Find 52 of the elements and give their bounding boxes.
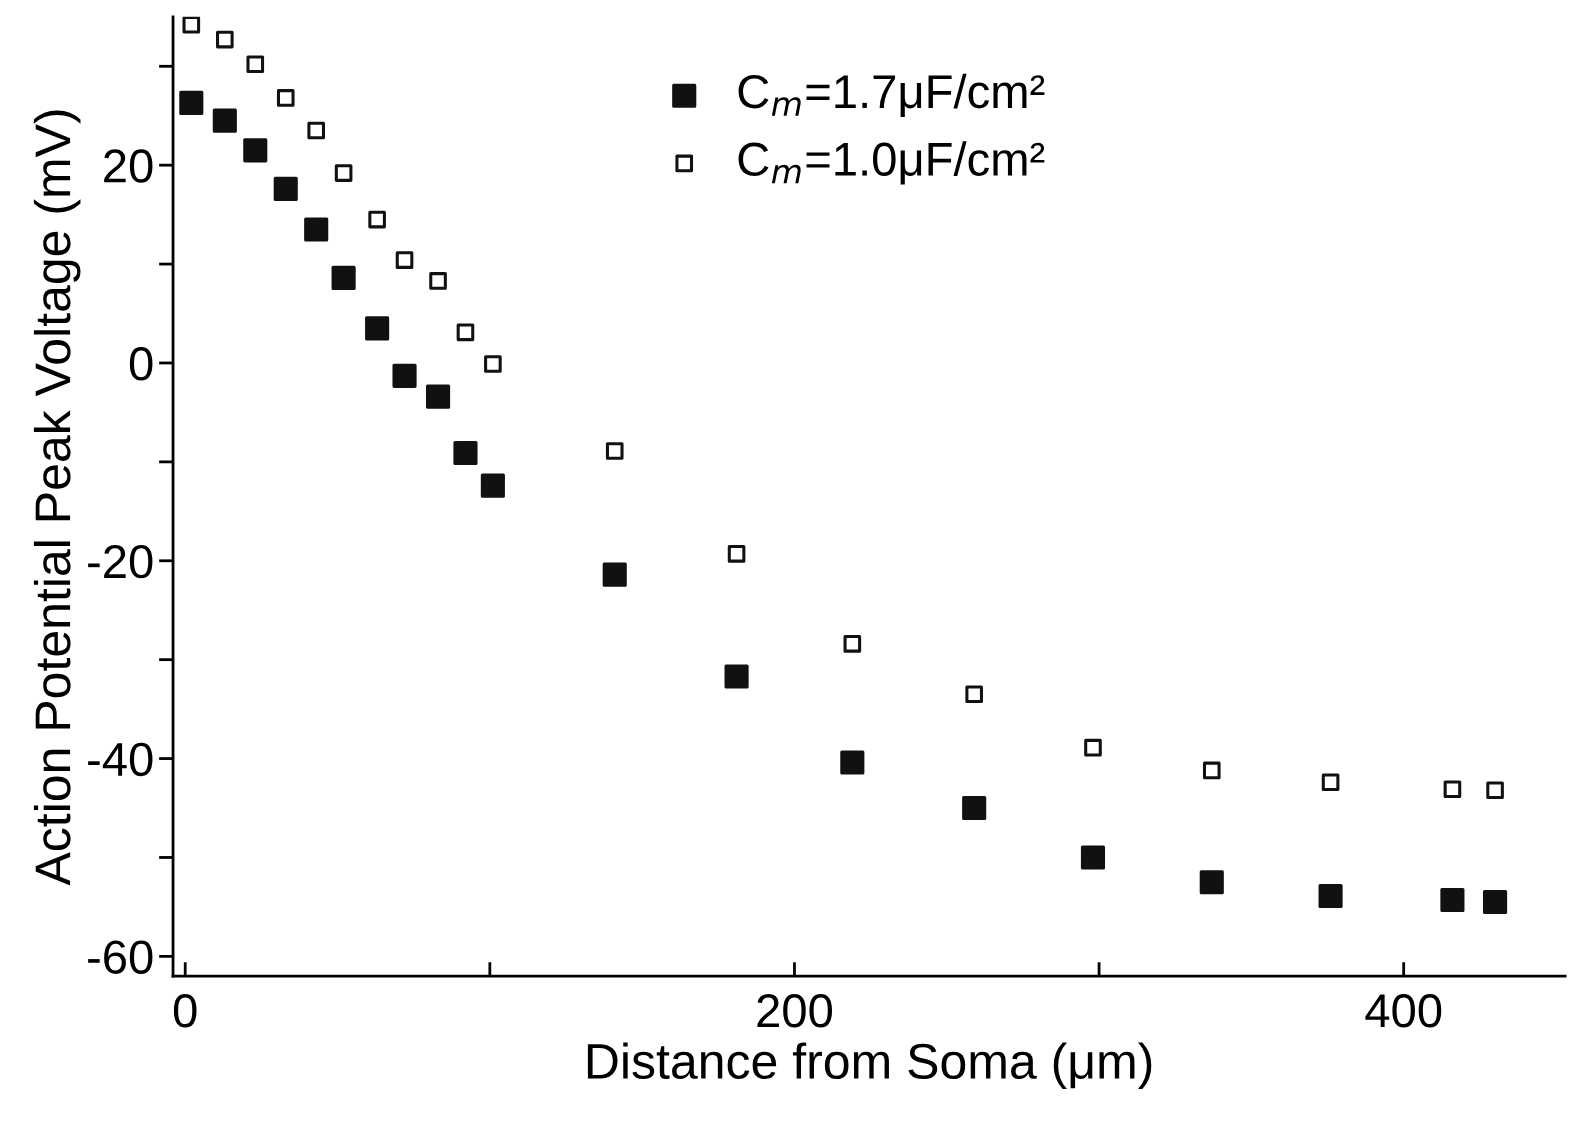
point (453, 440, 478, 466)
y-tick-label: 20 (104, 149, 153, 183)
point (484, 355, 502, 373)
point (962, 795, 987, 821)
y-tick-label: 0 (129, 347, 153, 381)
y-tick-label: -60 (88, 940, 153, 974)
point (246, 55, 265, 74)
point (243, 138, 268, 163)
point (1443, 780, 1462, 799)
point (425, 384, 451, 409)
point (1483, 889, 1508, 915)
point (365, 316, 390, 341)
point (1199, 870, 1224, 895)
point (307, 121, 326, 140)
point (1084, 738, 1102, 757)
point (1080, 845, 1106, 870)
point (212, 108, 237, 133)
point (392, 363, 417, 388)
point (727, 545, 746, 563)
point (480, 473, 505, 498)
point (331, 265, 356, 290)
point (1486, 781, 1504, 800)
point (1318, 883, 1343, 909)
legend-label: C$_{m}$=1.7μF/cm² (738, 73, 1045, 117)
x-axis-title: Distance from Soma (μm) (587, 1042, 1152, 1089)
point (304, 217, 329, 242)
point (334, 164, 353, 182)
point (276, 89, 295, 107)
point (429, 272, 447, 290)
point (456, 323, 475, 342)
point (1202, 761, 1221, 780)
point (273, 176, 298, 201)
y-tick-label: -40 (88, 742, 153, 777)
point (395, 251, 414, 269)
point (605, 442, 624, 460)
point (965, 685, 983, 704)
point (602, 562, 627, 587)
point (182, 16, 201, 34)
point (216, 30, 234, 49)
legend-label: C$_{m}$=1.0μF/cm² (738, 141, 1045, 185)
x-tick-label: 400 (1365, 994, 1442, 1028)
point (368, 210, 386, 229)
point (840, 750, 865, 775)
x-tick-label: 200 (757, 994, 832, 1028)
x-tick-label: 0 (173, 994, 197, 1028)
point (1321, 773, 1340, 792)
point (1440, 887, 1465, 913)
point (179, 90, 204, 115)
y-tick-label: -20 (88, 544, 153, 579)
point (724, 664, 749, 689)
point (843, 635, 862, 653)
y-axis-title: Action Potential Peak Voltage (mV) (33, 110, 81, 886)
